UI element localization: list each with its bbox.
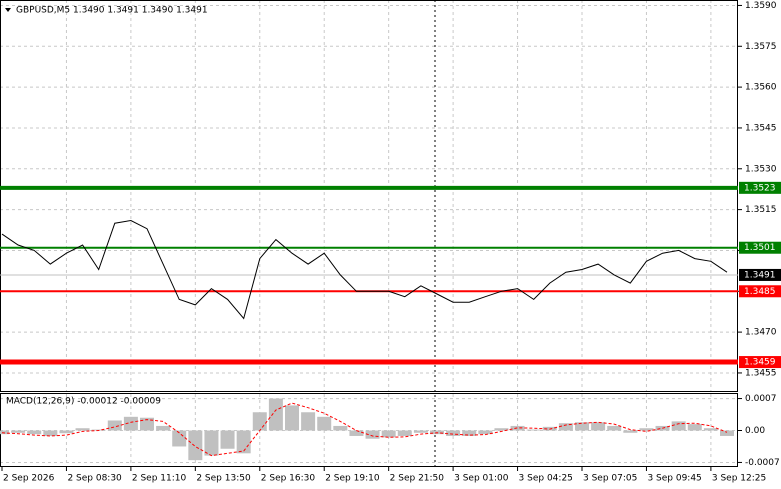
macd-bar <box>591 422 606 431</box>
macd-bar <box>204 430 219 456</box>
y-tick-label: 1.3560 <box>745 83 777 93</box>
y-tick-label: 0.0007 <box>745 394 777 404</box>
y-tick-label: 1.3455 <box>745 368 777 378</box>
macd-bar <box>413 430 428 433</box>
macd-bar <box>140 417 154 431</box>
x-tick-label: 3 Sep 04:25 <box>519 474 573 484</box>
macd-bar <box>639 428 654 431</box>
level-label-box <box>739 268 781 281</box>
x-tick-label: 3 Sep 01:00 <box>454 474 509 484</box>
y-tick-label: 1.3470 <box>745 328 777 338</box>
main-frame <box>0 0 738 392</box>
macd-bar <box>446 430 461 436</box>
macd-bar <box>607 425 622 431</box>
y-tick-label: 0.00 <box>745 426 765 436</box>
macd-bar <box>478 430 493 435</box>
macd-bar <box>43 430 58 436</box>
price-line <box>1 219 728 320</box>
macd-bar <box>107 420 122 431</box>
macd-bar <box>510 425 525 431</box>
macd-bar <box>11 430 26 433</box>
macd-bar <box>236 430 251 454</box>
x-tick-label: 3 Sep 09:45 <box>647 474 701 484</box>
chart-title: GBPUSD,M5 1.3490 1.3491 1.3490 1.3491 <box>16 6 208 16</box>
y-tick-label: 1.3530 <box>745 164 777 174</box>
macd-bar <box>301 412 316 431</box>
macd-bar <box>671 421 686 431</box>
y-tick-label: -0.0007 <box>745 458 780 468</box>
level-label: 1.3485 <box>744 287 776 297</box>
x-tick-label: 2 Sep 2026 <box>3 474 55 484</box>
macd-bar <box>381 430 396 438</box>
macd-bar <box>0 430 9 435</box>
macd-bar <box>172 430 187 447</box>
x-tick-label: 2 Sep 13:50 <box>196 474 251 484</box>
macd-bar <box>268 398 283 431</box>
macd-bar <box>333 425 348 431</box>
level-label-box <box>739 181 781 194</box>
level-label-box <box>739 241 781 254</box>
macd-bar <box>623 430 638 433</box>
level-label: 1.3459 <box>744 358 776 368</box>
x-tick-label: 2 Sep 16:30 <box>261 474 316 484</box>
level-label-box <box>739 356 781 369</box>
level-label: 1.3523 <box>744 183 776 193</box>
macd-bar <box>720 430 734 436</box>
macd-bar <box>494 428 509 431</box>
x-tick-label: 2 Sep 11:10 <box>132 474 187 484</box>
macd-bar <box>27 430 42 435</box>
macd-bar <box>462 430 477 436</box>
macd-bar <box>59 430 74 434</box>
macd-bar <box>687 424 702 431</box>
level-label: 1.3501 <box>744 243 776 253</box>
macd-title: MACD(12,26,9) -0.00012 -0.00009 <box>6 397 161 407</box>
macd-bar <box>156 425 171 431</box>
macd-frame <box>0 393 738 467</box>
x-tick-label: 3 Sep 12:25 <box>712 474 766 484</box>
level-label: 1.3491 <box>744 270 776 280</box>
grid <box>0 0 738 467</box>
macd-bar <box>703 428 718 431</box>
y-tick-label: 1.3515 <box>745 205 777 215</box>
macd-bar <box>526 429 541 431</box>
macd-bar <box>285 405 299 431</box>
x-tick-label: 2 Sep 19:10 <box>325 474 380 484</box>
macd-bar <box>397 430 412 436</box>
x-tick-label: 3 Sep 07:05 <box>583 474 637 484</box>
x-tick-label: 2 Sep 21:50 <box>390 474 445 484</box>
level-label-box <box>739 285 781 298</box>
macd-bar <box>317 416 332 431</box>
macd-bar <box>252 412 267 431</box>
x-tick-label: 2 Sep 08:30 <box>67 474 122 484</box>
macd-bar <box>220 430 235 449</box>
macd-bar <box>75 428 90 431</box>
signal-line <box>1 402 728 457</box>
macd-bar <box>188 430 203 461</box>
macd-bar <box>365 430 380 439</box>
y-tick-label: 1.3590 <box>745 1 777 11</box>
y-tick-label: 1.3545 <box>745 123 777 133</box>
macd-bar <box>575 422 589 431</box>
menu-icon <box>5 8 11 12</box>
y-tick-label: 1.3575 <box>745 42 777 52</box>
macd-bar <box>558 423 573 431</box>
macd-bar <box>349 430 364 436</box>
macd-bar <box>123 416 138 431</box>
